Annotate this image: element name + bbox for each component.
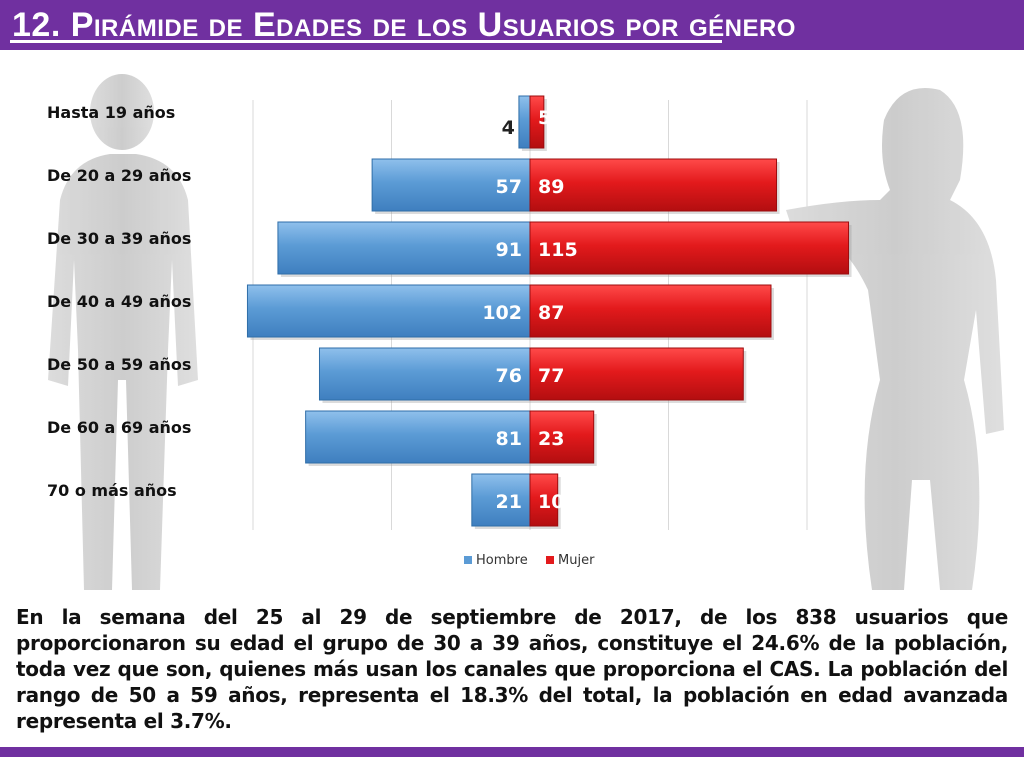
slide-title: 12. Pirámide de Edades de los Usuarios p… [12,6,796,44]
title-bar: 12. Pirámide de Edades de los Usuarios p… [0,0,1024,50]
value-label-hombre: 76 [496,365,522,387]
category-label: De 40 a 49 años [47,292,191,311]
bar-hombre [277,221,531,275]
value-label-hombre: 102 [482,302,522,324]
bar-mujer [529,410,595,464]
bar-hombre [518,95,531,149]
bar-mujer [529,284,772,338]
bar-mujer [529,221,850,275]
bar-mujer [529,473,559,527]
bar-hombre [471,473,531,527]
female-silhouette-icon [786,88,1004,590]
footer-bar [0,747,1024,757]
value-label-mujer: 87 [538,302,564,324]
value-label-mujer: 10 [538,491,564,513]
value-label-hombre: 21 [496,491,522,513]
legend-label-hombre: Hombre [476,553,528,568]
bar-mujer [529,347,744,401]
category-label: 70 o más años [47,481,177,500]
value-label-mujer: 23 [538,428,564,450]
value-label-mujer: 5 [538,107,551,129]
chart-category-labels: 4 5 Hasta 19 años 57 89 De 20 a 29 años 91 115 D… [47,103,578,513]
title-underline [10,40,722,43]
bar-mujer [529,158,778,212]
bar-hombre [305,410,531,464]
legend-swatch-mujer [546,556,554,564]
bar-mujer [529,95,545,149]
bar-hombre [318,347,531,401]
chart-legend: Hombre Mujer [464,553,595,568]
value-label-mujer: 89 [538,176,564,198]
value-label-hombre: 91 [496,239,522,261]
value-label-mujer: 115 [538,239,578,261]
value-label-hombre: 57 [496,176,522,198]
value-label-mujer: 77 [538,365,564,387]
bar-hombre [246,284,531,338]
chart-svg: 4 5 Hasta 19 años 57 89 De 20 a 29 años 91 115 D… [47,74,1004,590]
value-label-hombre: 81 [496,428,522,450]
summary-paragraph: En la semana del 25 al 29 de septiembre … [16,605,1008,733]
male-silhouette-icon [48,74,198,590]
legend-swatch-hombre [464,556,472,564]
category-label: De 50 a 59 años [47,355,191,374]
legend-label-mujer: Mujer [558,553,595,568]
bar-hombre [371,158,531,212]
category-label: Hasta 19 años [47,103,175,122]
population-pyramid-chart: 4 5 Hasta 19 años 57 89 De 20 a 29 años 91 115 D… [0,50,1024,590]
category-label: De 30 a 39 años [47,229,191,248]
value-label-hombre: 4 [502,117,515,139]
chart-bars [246,95,852,529]
category-label: De 20 a 29 años [47,166,191,185]
category-label: De 60 a 69 años [47,418,191,437]
